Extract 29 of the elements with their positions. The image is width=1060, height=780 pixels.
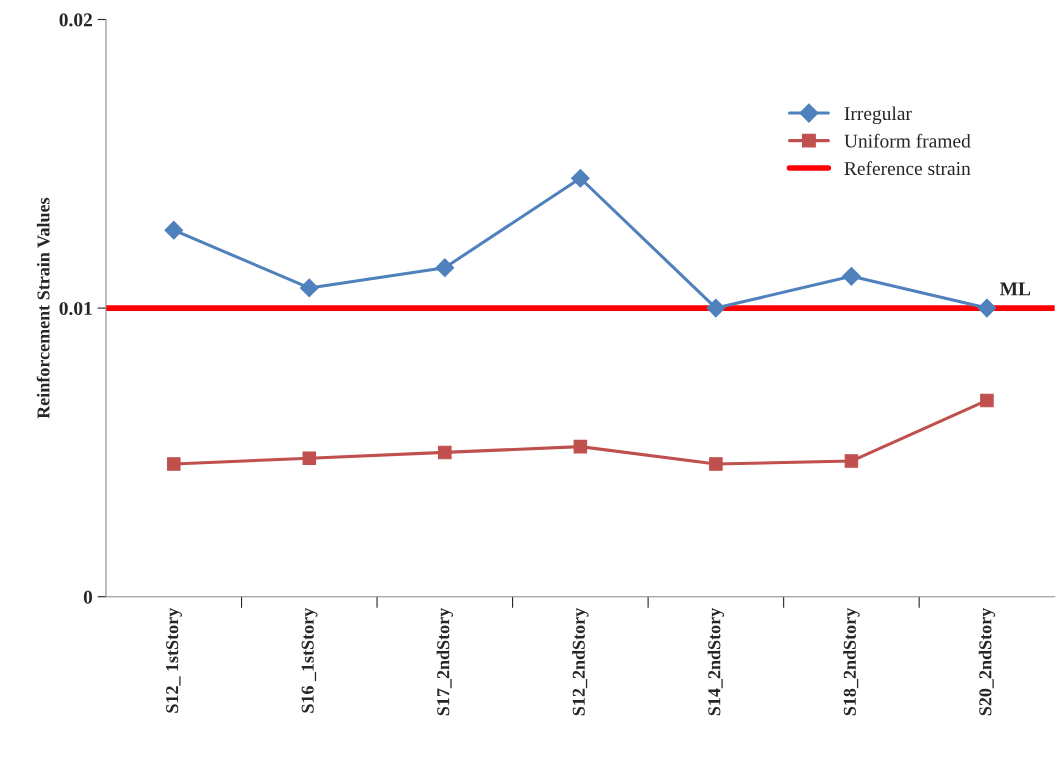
point (164, 220, 184, 240)
point (299, 278, 319, 298)
x-tick-label: S18_2ndStory (843, 607, 860, 716)
point (573, 439, 588, 454)
annotation: ML (999, 282, 1031, 296)
point (438, 445, 452, 460)
legend-label: Irregular (844, 106, 912, 125)
x-tick-label: S12_2ndStory (572, 607, 589, 716)
point (166, 457, 181, 471)
x-tick-label: S12_ 1stStory (166, 607, 182, 713)
x-tick-label: S16 _1stStory (301, 607, 318, 713)
x-tick-label: S17_2ndStory (436, 607, 454, 716)
point (977, 298, 997, 318)
y-axis-title: Reinforcement Strain Values (36, 197, 50, 419)
point (302, 451, 317, 465)
point (706, 298, 726, 318)
point (842, 267, 861, 286)
legend-label: Reference strain (844, 161, 971, 176)
y-tick-label: 0.01 (59, 301, 92, 316)
point (709, 457, 723, 471)
point (844, 454, 859, 468)
point (570, 168, 590, 188)
y-tick-label: 0.02 (59, 13, 92, 27)
legend-label: Uniform framed (844, 133, 971, 148)
point (435, 258, 455, 278)
x-tick-label: S20_2ndStory (978, 607, 996, 716)
x-tick-label: S14_2ndStory (707, 607, 725, 716)
point (980, 393, 994, 408)
y-tick-label: 0 (83, 590, 93, 604)
